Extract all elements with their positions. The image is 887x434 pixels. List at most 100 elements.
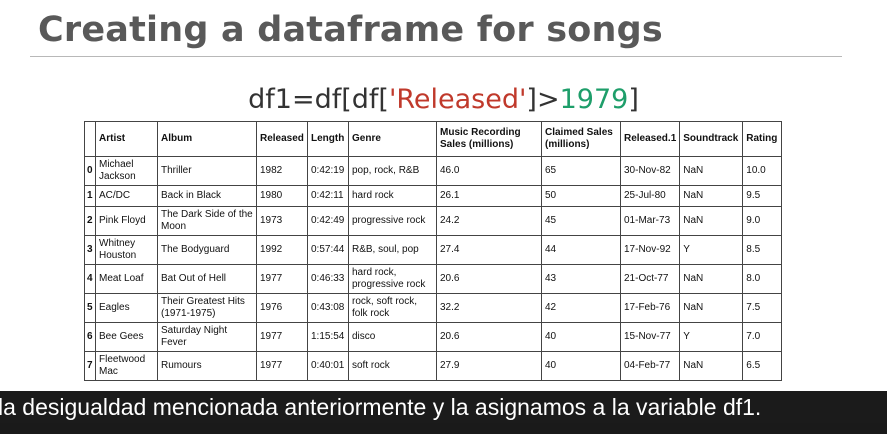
column-header-released: Released: [256, 121, 308, 157]
cell-released-1: 17-Feb-76: [619, 293, 681, 323]
cell-genre: progressive rock: [348, 206, 437, 236]
column-header-genre: Genre: [348, 121, 437, 157]
songs-dataframe-table: Artist Album Released Length Genre Music…: [84, 121, 783, 381]
row-index: 6: [84, 322, 96, 352]
cell-music-sales: 20.6: [436, 264, 542, 294]
table-row: 0 Michael Jackson Thriller 1982 0:42:19 …: [84, 156, 783, 186]
cell-released: 1977: [256, 351, 308, 381]
cell-claimed-sales: 50: [541, 185, 621, 207]
cell-music-sales: 26.1: [436, 185, 542, 207]
cell-music-sales: 20.6: [436, 322, 542, 352]
column-header-artist: Artist: [95, 121, 158, 157]
cell-genre: hard rock, progressive rock: [348, 264, 437, 294]
code-string-literal: 'Released': [388, 84, 527, 115]
cell-released: 1976: [256, 293, 308, 323]
column-header-claimed-sales: Claimed Sales (millions): [541, 121, 621, 157]
code-suffix: ]: [628, 84, 639, 115]
cell-released: 1980: [256, 185, 308, 207]
table-row: 6 Bee Gees Saturday Night Fever 1977 1:1…: [84, 322, 783, 352]
cell-soundtrack: Y: [679, 235, 744, 265]
table-row: 1 AC/DC Back in Black 1980 0:42:11 hard …: [84, 185, 783, 207]
column-header-album: Album: [157, 121, 257, 157]
cell-genre: R&B, soul, pop: [348, 235, 437, 265]
cell-claimed-sales: 43: [541, 264, 621, 294]
cell-artist: AC/DC: [95, 185, 158, 207]
cell-claimed-sales: 65: [541, 156, 621, 186]
cell-claimed-sales: 45: [541, 206, 621, 236]
cell-released-1: 25-Jul-80: [619, 185, 681, 207]
cell-rating: 6.5: [742, 351, 783, 381]
cell-length: 0:42:19: [307, 156, 349, 186]
cell-released-1: 15-Nov-77: [619, 322, 681, 352]
cell-released-1: 21-Oct-77: [619, 264, 681, 294]
cell-artist: Whitney Houston: [95, 235, 158, 265]
cell-rating: 7.5: [742, 293, 783, 323]
cell-rating: 9.0: [742, 206, 783, 236]
cell-genre: disco: [348, 322, 437, 352]
table-row: 4 Meat Loaf Bat Out of Hell 1977 0:46:33…: [84, 264, 783, 294]
row-index: 0: [84, 156, 96, 186]
cell-rating: 8.0: [742, 264, 783, 294]
column-header-soundtrack: Soundtrack: [679, 121, 744, 157]
cell-rating: 10.0: [742, 156, 783, 186]
cell-genre: pop, rock, R&B: [348, 156, 437, 186]
cell-length: 0:40:01: [307, 351, 349, 381]
cell-album: Bat Out of Hell: [157, 264, 257, 294]
player-bottom-strip: [0, 423, 887, 434]
cell-released: 1992: [256, 235, 308, 265]
cell-length: 0:42:11: [307, 185, 349, 207]
slide-title: Creating a dataframe for songs: [38, 10, 663, 50]
cell-album: Thriller: [157, 156, 257, 186]
cell-music-sales: 27.4: [436, 235, 542, 265]
cell-rating: 8.5: [742, 235, 783, 265]
cell-artist: Bee Gees: [95, 322, 158, 352]
cell-music-sales: 46.0: [436, 156, 542, 186]
cell-music-sales: 27.9: [436, 351, 542, 381]
column-header-released-1: Released.1: [619, 121, 681, 157]
cell-released: 1977: [256, 322, 308, 352]
cell-claimed-sales: 42: [541, 293, 621, 323]
cell-released: 1977: [256, 264, 308, 294]
cell-released: 1982: [256, 156, 308, 186]
cell-soundtrack: NaN: [679, 293, 744, 323]
column-header-music-sales: Music Recording Sales (millions): [436, 121, 542, 157]
cell-soundtrack: Y: [679, 322, 744, 352]
cell-artist: Meat Loaf: [95, 264, 158, 294]
cell-soundtrack: NaN: [679, 351, 744, 381]
cell-claimed-sales: 40: [541, 322, 621, 352]
code-operator: ]>: [526, 84, 560, 115]
cell-rating: 7.0: [742, 322, 783, 352]
cell-released-1: 01-Mar-73: [619, 206, 681, 236]
table-row: 2 Pink Floyd The Dark Side of the Moon 1…: [84, 206, 783, 236]
table-row: 7 Fleetwood Mac Rumours 1977 0:40:01 sof…: [84, 351, 783, 381]
cell-released-1: 04-Feb-77: [619, 351, 681, 381]
column-header-length: Length: [307, 121, 349, 157]
cell-rating: 9.5: [742, 185, 783, 207]
row-index: 1: [84, 185, 96, 207]
row-index: 2: [84, 206, 96, 236]
cell-album: Saturday Night Fever: [157, 322, 257, 352]
cell-album: The Dark Side of the Moon: [157, 206, 257, 236]
cell-length: 0:46:33: [307, 264, 349, 294]
code-prefix: df1=df[df[: [248, 84, 389, 115]
cell-album: Rumours: [157, 351, 257, 381]
cell-music-sales: 24.2: [436, 206, 542, 236]
cell-claimed-sales: 44: [541, 235, 621, 265]
cell-length: 0:42:49: [307, 206, 349, 236]
cell-album: Their Greatest Hits (1971-1975): [157, 293, 257, 323]
cell-genre: rock, soft rock, folk rock: [348, 293, 437, 323]
cell-soundtrack: NaN: [679, 156, 744, 186]
cell-soundtrack: NaN: [679, 185, 744, 207]
table-row: 3 Whitney Houston The Bodyguard 1992 0:5…: [84, 235, 783, 265]
column-header-index: [84, 121, 96, 157]
cell-length: 0:43:08: [307, 293, 349, 323]
cell-soundtrack: NaN: [679, 264, 744, 294]
cell-artist: Pink Floyd: [95, 206, 158, 236]
column-header-rating: Rating: [742, 121, 783, 157]
video-caption: la desigualdad mencionada anteriormente …: [0, 394, 762, 420]
cell-album: The Bodyguard: [157, 235, 257, 265]
cell-artist: Fleetwood Mac: [95, 351, 158, 381]
cell-released-1: 30-Nov-82: [619, 156, 681, 186]
row-index: 4: [84, 264, 96, 294]
cell-music-sales: 32.2: [436, 293, 542, 323]
